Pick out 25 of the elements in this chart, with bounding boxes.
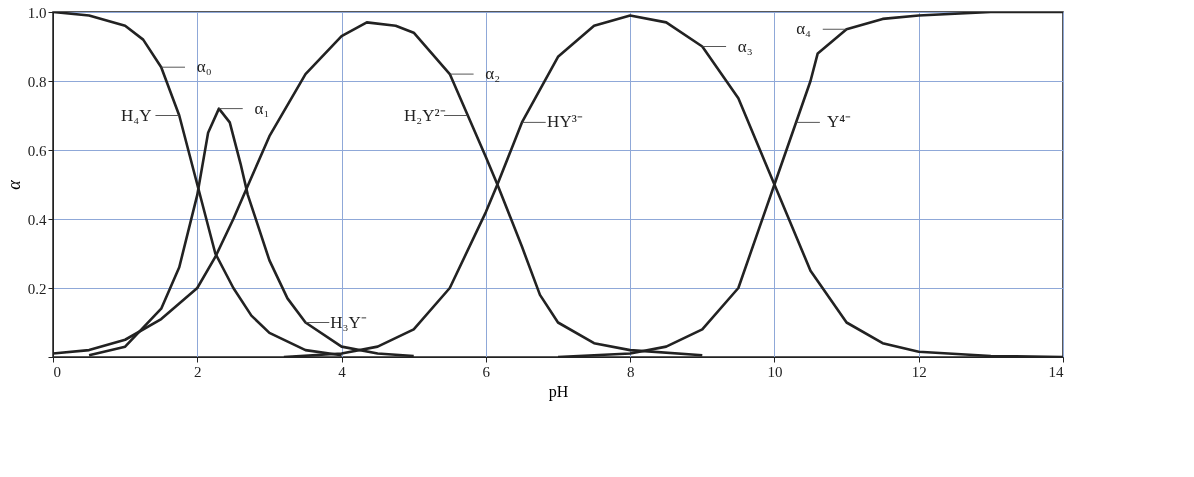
annotation: H₂Y²⁻	[404, 105, 446, 125]
y-tick-label: 0.6	[27, 142, 47, 159]
annotation: HY³⁻	[547, 112, 583, 132]
x-tick-label: 8	[626, 363, 635, 380]
x-tick-label: 4	[338, 363, 347, 380]
annotation: α₃	[737, 36, 753, 56]
x-tick-label: 10	[767, 363, 783, 380]
x-tick-label: 14	[1048, 363, 1064, 380]
annotation: α₄	[796, 19, 812, 39]
annotation: H₃Y⁻	[330, 312, 367, 332]
annotation: α₁	[254, 98, 270, 118]
x-axis-title: pH	[548, 382, 569, 401]
annotation: Y⁴⁻	[826, 112, 852, 132]
x-tick-label: 6	[482, 363, 491, 380]
annotation: H₄Y	[121, 105, 152, 125]
y-axis-title: α	[3, 179, 24, 190]
y-tick-label: 0.4	[27, 211, 47, 228]
y-tick-label: 0.2	[27, 280, 47, 297]
x-tick-label: 12	[911, 363, 927, 380]
annotation: α₀	[196, 57, 212, 77]
x-tick-label: 0	[53, 363, 61, 380]
annotation: α₂	[485, 64, 501, 84]
x-tick-label: 2	[194, 363, 202, 380]
y-tick-label: 1.0	[27, 4, 47, 21]
y-tick-label: 0.8	[27, 73, 47, 90]
